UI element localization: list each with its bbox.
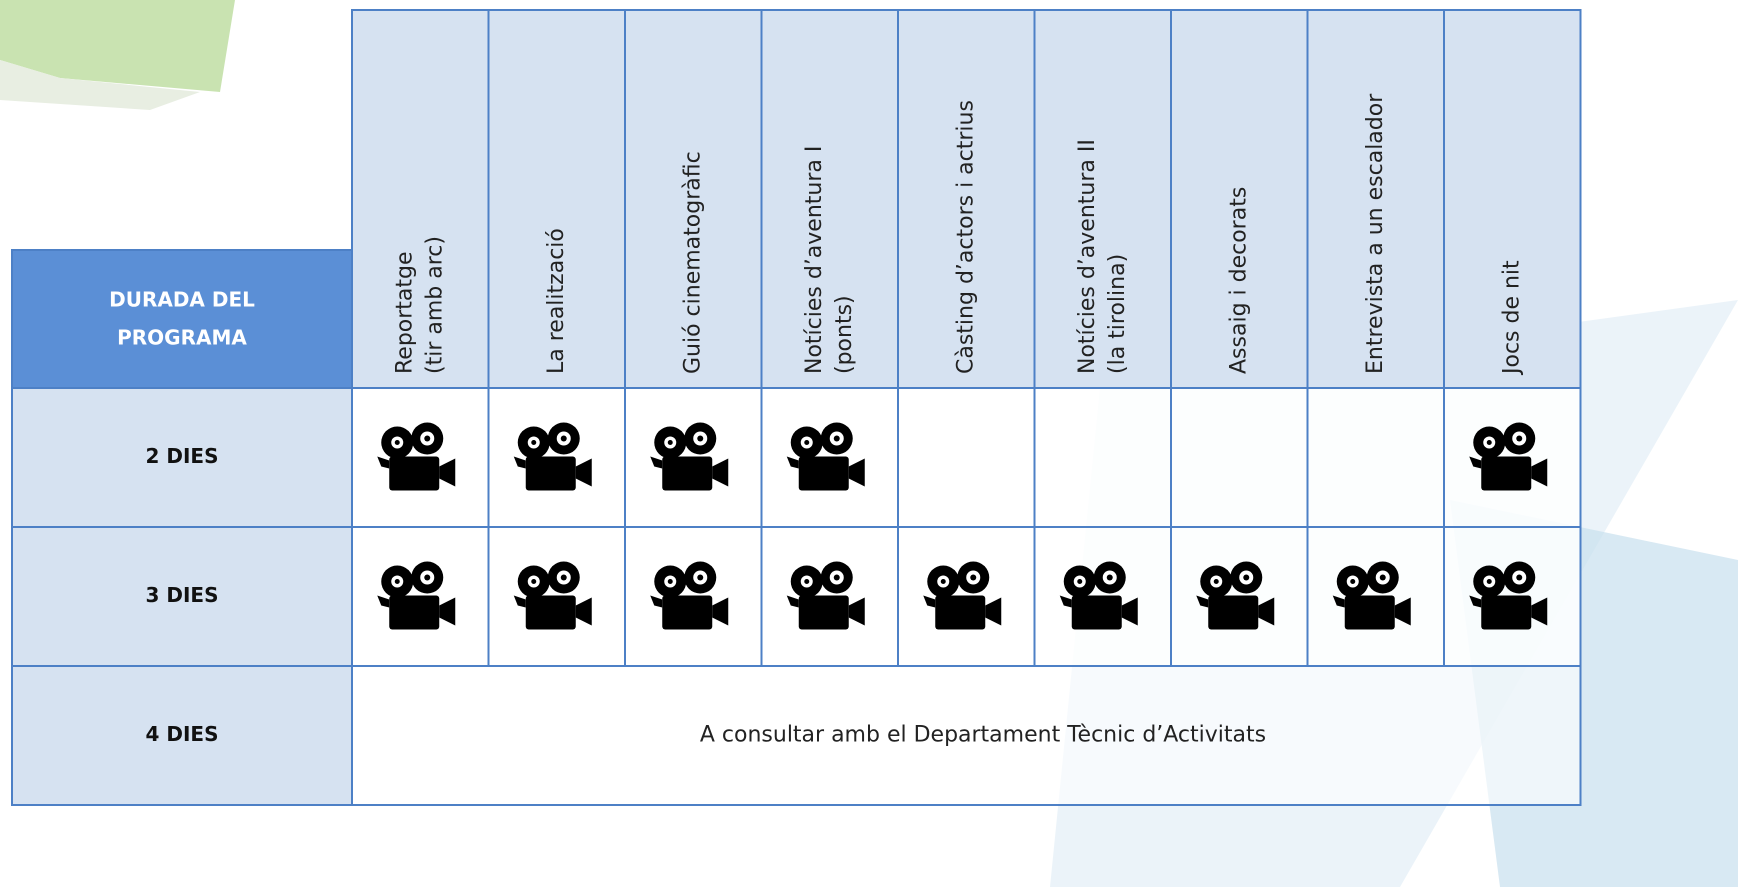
column-header: (tir amb arc)	[422, 236, 447, 374]
column-header: La realització	[544, 228, 569, 374]
column-header: Càsting d’actors i actrius	[953, 100, 978, 374]
column-header-cell	[897, 9, 1036, 389]
column-header-cell	[487, 9, 626, 389]
schedule-table: DURADA DEL PROGRAMA Reportatge (tir amb arc…	[11, 9, 1582, 806]
column-header: Notícies d’aventura II	[1075, 139, 1100, 374]
row-label: 2 DIES	[146, 444, 219, 468]
column-header: (ponts)	[832, 295, 857, 374]
column-header-cell	[760, 9, 899, 389]
column-header: Guió cinematogràfic	[680, 151, 705, 374]
column-header-cell	[1033, 9, 1172, 389]
cell	[1033, 387, 1172, 528]
row-header-cell	[11, 526, 353, 667]
row-label: 3 DIES	[146, 583, 219, 607]
cell	[897, 387, 1036, 528]
row-header-cell	[11, 665, 353, 806]
column-header: (la tirolina)	[1105, 254, 1130, 374]
column-header: Jocs de nit	[1499, 260, 1524, 376]
corner-label: PROGRAMA	[117, 326, 247, 350]
column-header: Assaig i decorats	[1226, 187, 1251, 374]
merged-cell	[351, 665, 1582, 806]
column-header: Entrevista a un escalador	[1363, 93, 1388, 374]
corner-cell	[11, 249, 353, 389]
cell	[1170, 387, 1309, 528]
note: A consultar amb el Departament Tècnic d’…	[700, 723, 1266, 748]
cell	[1306, 387, 1445, 528]
column-header-cell	[1443, 9, 1582, 389]
row-label: 4 DIES	[146, 722, 219, 746]
row-header-cell	[11, 387, 353, 528]
column-header-cell	[351, 9, 490, 389]
corner-label: DURADA DEL	[109, 288, 255, 312]
column-header: Reportatge	[392, 251, 417, 374]
column-header: Notícies d’aventura I	[802, 146, 827, 374]
column-header-cell	[1306, 9, 1445, 389]
